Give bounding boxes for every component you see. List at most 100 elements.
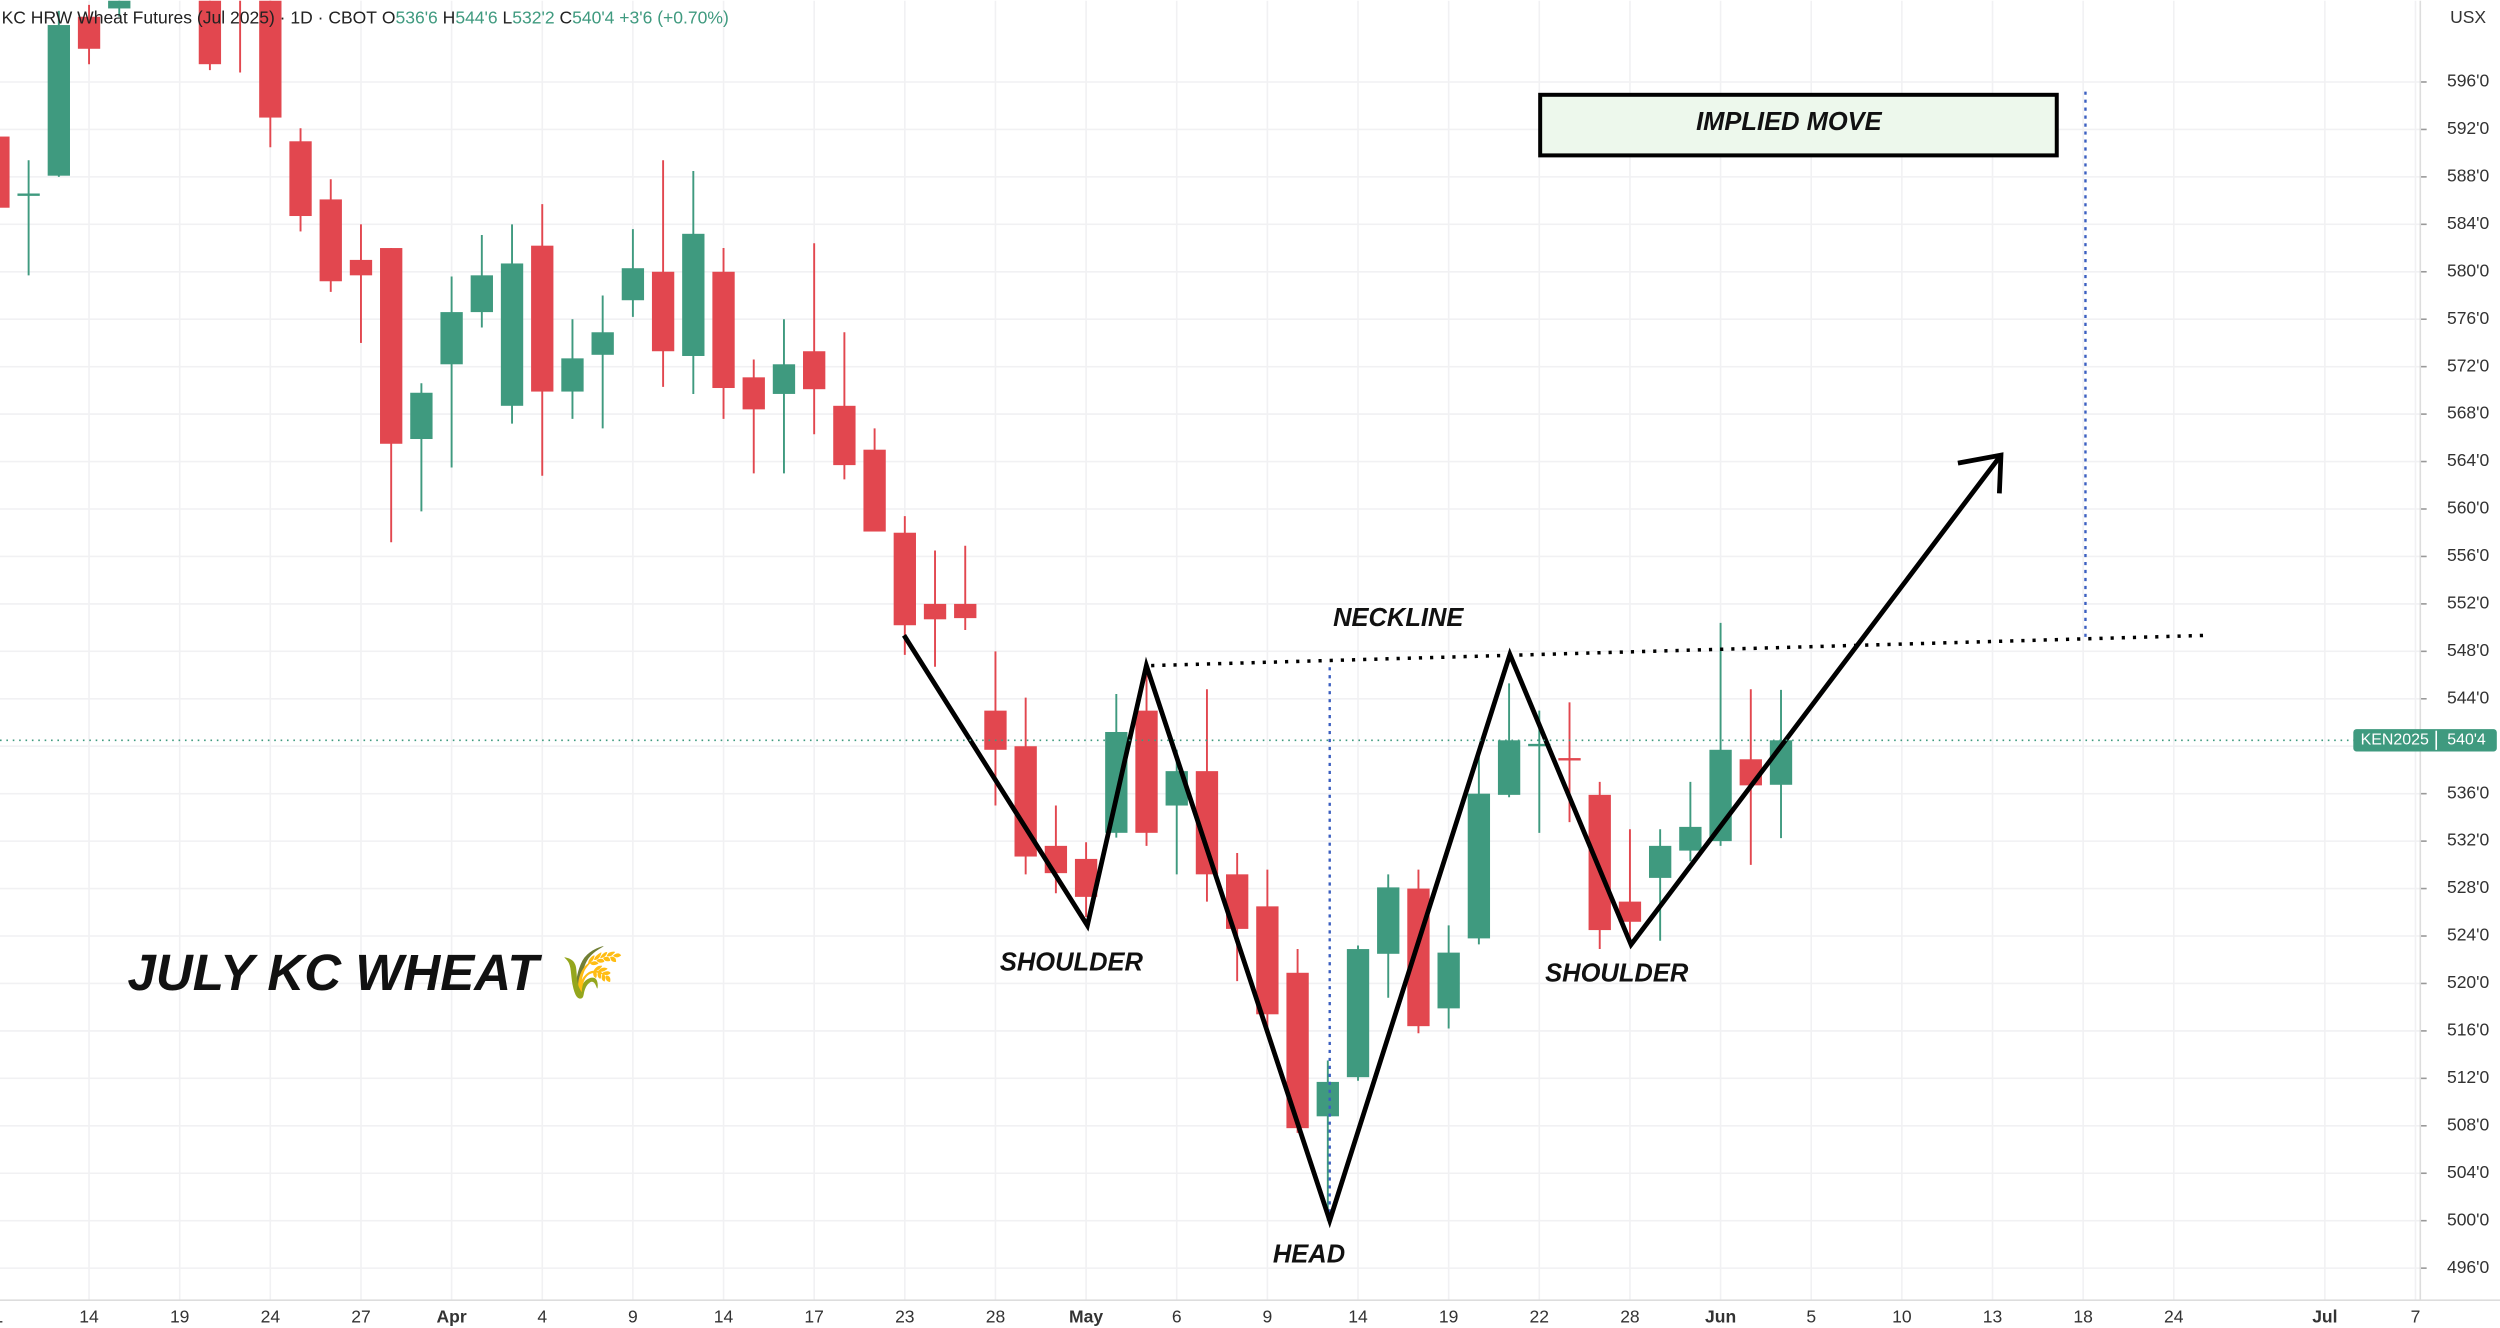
- candle-body: [1528, 743, 1551, 747]
- annotation: NECKLINE: [1333, 604, 1464, 632]
- x-tick-label: 17: [804, 1306, 823, 1326]
- candle-body: [198, 0, 222, 65]
- x-tick-label: 7: [2411, 1306, 2421, 1326]
- x-tick-label: 27: [351, 1306, 370, 1326]
- header-key: H: [443, 7, 456, 27]
- candle-body: [621, 268, 645, 301]
- header-value: 540'4: [572, 7, 615, 27]
- y-tick-label: 536'0: [2447, 782, 2490, 802]
- candle-body: [47, 25, 70, 176]
- last-price-tag: [2353, 729, 2497, 752]
- candle-body: [1346, 949, 1370, 1078]
- y-tick-label: 524'0: [2447, 925, 2490, 945]
- candle-body: [1588, 794, 1611, 931]
- header-key: O: [382, 7, 396, 27]
- y-tick-label: 504'0: [2447, 1162, 2490, 1182]
- implied-move-box: [1538, 92, 2059, 158]
- header-title: KC HRW Wheat Futures (Jul 2025) · 1D · C…: [2, 7, 378, 27]
- candle-body: [651, 271, 675, 352]
- chart-title: JULY KC WHEAT 🌾: [128, 944, 625, 1001]
- x-tick-label: 22: [1530, 1306, 1549, 1326]
- last-price-symbol: KEN2025: [2361, 732, 2429, 749]
- candle-body: [380, 248, 403, 444]
- pattern-drawing: [901, 91, 2209, 1229]
- candle-body: [17, 193, 40, 196]
- x-tick-label: 13: [1983, 1306, 2002, 1326]
- x-tick-label: 28: [1620, 1306, 1639, 1326]
- candle-body: [803, 351, 826, 390]
- x-tick-label: May: [1069, 1306, 1103, 1326]
- annotation: SHOULDER: [1545, 960, 1689, 988]
- x-tick-label: 19: [170, 1306, 189, 1326]
- candle-body: [289, 141, 312, 217]
- y-axis-label: USX: [2450, 7, 2486, 27]
- candle-body: [1286, 972, 1309, 1129]
- y-tick-label: 544'0: [2447, 687, 2490, 707]
- candle-body: [1074, 858, 1098, 897]
- candle-body: [682, 233, 705, 356]
- x-tick-label: 4: [537, 1306, 547, 1326]
- candle-body: [470, 275, 493, 313]
- pattern-line: [901, 453, 2003, 1229]
- candle-body: [259, 0, 282, 118]
- x-tick-label: 23: [895, 1306, 914, 1326]
- y-tick-label: 592'0: [2447, 118, 2490, 138]
- y-tick-label: 520'0: [2447, 972, 2490, 992]
- header-value: 536'6: [395, 7, 437, 27]
- candle-body: [108, 0, 131, 9]
- header-key: C: [559, 7, 572, 27]
- y-tick-label: 500'0: [2447, 1209, 2490, 1229]
- candle-body: [1437, 952, 1460, 1009]
- y-tick-label: 596'0: [2447, 71, 2490, 91]
- header-value: 544'6: [455, 7, 497, 27]
- candle-body: [1558, 758, 1581, 761]
- annotation: IMPLIED MOVE: [1696, 108, 1883, 136]
- candle-body: [1014, 746, 1037, 857]
- arrow-head: [1957, 452, 2004, 494]
- x-tick-label: 28: [986, 1306, 1005, 1326]
- y-tick-label: 528'0: [2447, 877, 2490, 897]
- candle-body: [1195, 771, 1219, 875]
- candle-body: [1226, 874, 1249, 929]
- y-tick-label: 552'0: [2447, 593, 2490, 613]
- annotation: HEAD: [1273, 1240, 1345, 1268]
- x-tick-label: 9: [628, 1306, 638, 1326]
- candle-body: [410, 392, 433, 440]
- grid: [0, 0, 2421, 1301]
- x-tick-label: 6: [1172, 1306, 1182, 1326]
- candle-body: [349, 259, 373, 276]
- header-value: 532'2: [512, 7, 554, 27]
- candle-body: [1467, 793, 1491, 939]
- candle-body: [1105, 731, 1128, 833]
- candle-body: [319, 199, 342, 282]
- candle-body: [0, 136, 10, 208]
- candle-body: [893, 532, 916, 626]
- y-tick-label: 572'0: [2447, 355, 2490, 375]
- header-change: +3'6 (+0.70%): [619, 7, 728, 27]
- candle-body: [1497, 740, 1521, 795]
- candle-body: [923, 603, 947, 620]
- y-tick-label: 516'0: [2447, 1020, 2490, 1040]
- x-tick-label: 18: [2073, 1306, 2092, 1326]
- y-tick-label: 532'0: [2447, 830, 2490, 850]
- y-tick-label: 580'0: [2447, 260, 2490, 280]
- candle-body: [954, 603, 977, 619]
- x-tick-label: 24: [2164, 1306, 2184, 1326]
- y-tick-label: 548'0: [2447, 640, 2490, 660]
- y-tick-label: 512'0: [2447, 1067, 2490, 1087]
- x-tick-label: 14: [714, 1306, 734, 1326]
- x-tick-label: Apr: [437, 1306, 467, 1326]
- candle-body: [1135, 710, 1158, 833]
- candle-body: [742, 377, 765, 410]
- candle-body: [440, 312, 463, 365]
- candle-body: [531, 245, 554, 392]
- x-tick-label: 24: [261, 1306, 281, 1326]
- candle-body: [591, 332, 614, 355]
- y-tick-label: 556'0: [2447, 545, 2490, 565]
- x-tick-label: 14: [1348, 1306, 1368, 1326]
- candle-body: [1407, 888, 1430, 1027]
- x-tick-label: Jul: [2312, 1306, 2337, 1326]
- y-tick-label: 588'0: [2447, 166, 2490, 186]
- y-tick-label: 560'0: [2447, 498, 2490, 518]
